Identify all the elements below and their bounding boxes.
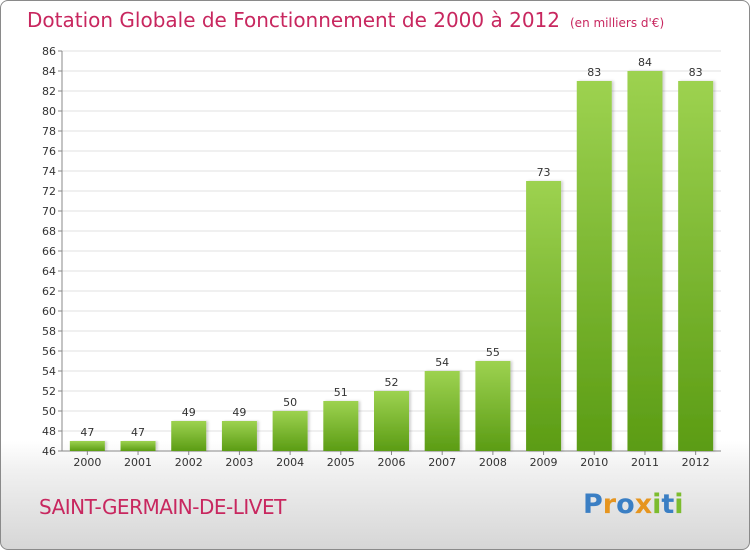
data-label: 52 <box>385 376 399 389</box>
y-tick-label: 58 <box>42 325 56 338</box>
x-tick-label: 2012 <box>682 456 710 469</box>
data-label: 49 <box>232 406 246 419</box>
bar <box>526 181 562 451</box>
data-label: 73 <box>537 166 551 179</box>
y-tick-label: 76 <box>42 145 56 158</box>
y-tick-label: 54 <box>42 365 56 378</box>
y-tick-label: 56 <box>42 345 56 358</box>
data-label: 50 <box>283 396 297 409</box>
x-tick-label: 2005 <box>327 456 355 469</box>
y-tick-label: 68 <box>42 225 56 238</box>
logo-letter: i <box>674 489 684 520</box>
bar <box>576 81 612 451</box>
y-tick-label: 74 <box>42 165 56 178</box>
y-tick-label: 48 <box>42 425 56 438</box>
y-tick-label: 80 <box>42 105 56 118</box>
data-label: 49 <box>182 406 196 419</box>
data-label: 54 <box>435 356 449 369</box>
x-tick-label: 2000 <box>73 456 101 469</box>
x-tick-label: 2011 <box>631 456 659 469</box>
x-tick-label: 2007 <box>428 456 456 469</box>
x-tick-label: 2003 <box>225 456 253 469</box>
y-tick-label: 62 <box>42 285 56 298</box>
data-label: 55 <box>486 346 500 359</box>
bar <box>374 391 409 451</box>
bar <box>69 441 105 451</box>
bar <box>323 401 359 451</box>
logo-letter: x <box>634 489 653 520</box>
bar <box>424 371 460 451</box>
data-label: 51 <box>334 386 348 399</box>
bar <box>272 411 308 451</box>
y-tick-label: 84 <box>42 65 56 78</box>
bars <box>69 71 714 451</box>
y-tick-label: 70 <box>42 205 56 218</box>
y-tick-label: 52 <box>42 385 56 398</box>
y-tick-label: 78 <box>42 125 56 138</box>
proxiti-logo[interactable]: Proxiti <box>583 489 684 520</box>
y-tick-label: 82 <box>42 85 56 98</box>
x-tick-label: 2008 <box>479 456 507 469</box>
y-tick-label: 46 <box>42 445 56 458</box>
y-tick-label: 60 <box>42 305 56 318</box>
data-labels: 47 47 49 49 50 51 52 54 55 73 83 84 83 <box>80 56 702 439</box>
commune-name: SAINT-GERMAIN-DE-LIVET <box>39 495 286 519</box>
bar <box>627 71 663 451</box>
chart-subtitle: (en milliers d'€) <box>570 16 665 30</box>
y-tick-label: 72 <box>42 185 56 198</box>
bar <box>120 441 156 451</box>
bar <box>171 421 207 451</box>
data-label: 47 <box>131 426 145 439</box>
chart-title: Dotation Globale de Fonctionnement de 20… <box>27 8 664 32</box>
y-tick-label: 66 <box>42 245 56 258</box>
chart-title-text: Dotation Globale de Fonctionnement de 20… <box>27 8 560 32</box>
x-tick-label: 2002 <box>175 456 203 469</box>
bar <box>475 361 511 451</box>
axes: 46 48 50 52 54 56 58 60 62 64 66 68 70 72 74 76 78 80 82 84… <box>42 45 721 469</box>
x-tick-label: 2006 <box>378 456 406 469</box>
y-tick-label: 86 <box>42 45 56 58</box>
gridlines <box>62 50 721 432</box>
bar <box>221 421 257 451</box>
data-label: 47 <box>80 426 94 439</box>
logo-letter: o <box>616 489 635 520</box>
data-label: 83 <box>587 66 601 79</box>
logo-letter: P <box>583 489 603 520</box>
data-label: 84 <box>638 56 652 69</box>
logo-letter: i <box>652 489 662 520</box>
data-label: 83 <box>689 66 703 79</box>
bar <box>678 81 714 451</box>
logo-letter: t <box>661 489 675 520</box>
x-tick-label: 2001 <box>124 456 152 469</box>
logo-letter: r <box>602 489 617 520</box>
y-tick-label: 50 <box>42 405 56 418</box>
x-tick-label: 2010 <box>580 456 608 469</box>
y-tick-label: 64 <box>42 265 56 278</box>
x-tick-label: 2009 <box>530 456 558 469</box>
x-tick-label: 2004 <box>276 456 304 469</box>
